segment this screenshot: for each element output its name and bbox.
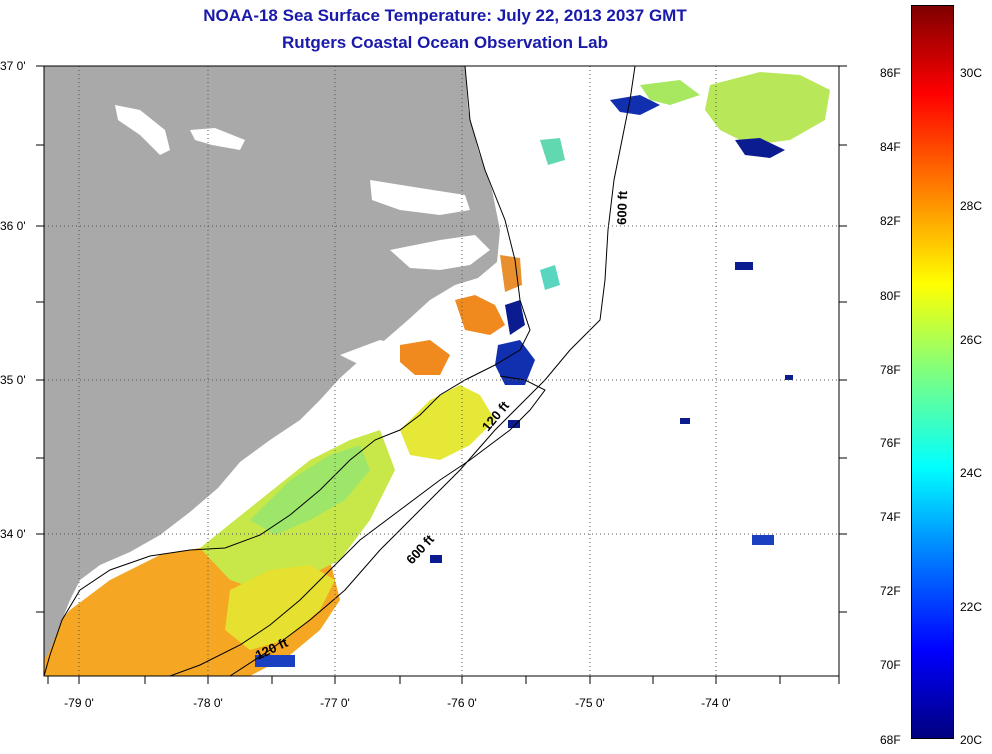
sst-patch-ne-green <box>640 80 700 105</box>
sst-data-layer <box>44 72 830 676</box>
colorbar-f-label: 86F <box>880 66 901 80</box>
colorbar-f-label: 78F <box>880 363 901 377</box>
lake-inland2 <box>190 128 245 150</box>
sst-patch-cyan <box>540 265 560 290</box>
sst-speck <box>680 418 690 424</box>
map-border <box>43 65 840 677</box>
colorbar-c-label: 24C <box>960 466 983 480</box>
lon-label: -77 0' <box>320 696 350 710</box>
lon-label: -78 0' <box>193 696 223 710</box>
sound-albemarle <box>370 180 470 215</box>
sst-speck <box>430 555 442 563</box>
lat-label: 35 0' <box>0 373 26 387</box>
colorbar-f-label: 80F <box>880 289 901 303</box>
colorbar-f-label: 76F <box>880 436 901 450</box>
land-mass <box>44 66 500 660</box>
sst-patch-cold1 <box>495 340 535 385</box>
sst-patch-ne <box>705 72 830 145</box>
lon-label: -79 0' <box>64 696 94 710</box>
contour-120ft <box>169 375 546 676</box>
colorbar-f-label: 72F <box>880 584 901 598</box>
sst-map: 600 ft 600 ft 120 ft 120 ft <box>36 65 847 684</box>
colorbar-f-label: 82F <box>880 214 901 228</box>
sst-patch-ne-cold <box>735 138 785 158</box>
sst-patch-green <box>250 445 370 535</box>
lat-label: 36 0' <box>0 219 26 233</box>
lat-label: 34 0' <box>0 527 26 541</box>
sst-patch-sound-orange <box>400 340 450 375</box>
coastline <box>44 66 531 676</box>
map-subtitle: Rutgers Coastal Ocean Observation Lab <box>282 33 608 52</box>
lon-label: -75 0' <box>575 696 605 710</box>
river-neuse <box>340 340 400 365</box>
sst-patch-mid-yellow <box>400 385 495 460</box>
colorbar <box>911 5 954 739</box>
colorbar-f-label: 70F <box>880 658 901 672</box>
colorbar-c-label: 26C <box>960 333 983 347</box>
contour-600ft <box>229 66 636 676</box>
lon-label: -76 0' <box>447 696 477 710</box>
colorbar-c-label: 20C <box>960 733 983 747</box>
lake-inland <box>115 105 170 155</box>
lon-label: -74 0' <box>701 696 731 710</box>
sound-pamlico <box>390 235 490 270</box>
sst-patch-sound-orange3 <box>500 255 522 292</box>
map-ticks <box>36 65 847 684</box>
sst-speck <box>508 420 520 428</box>
sst-speck <box>752 535 774 545</box>
contour-label-600-north: 600 ft <box>614 190 630 225</box>
colorbar-c-label: 22C <box>960 600 983 614</box>
sst-speck <box>735 262 753 270</box>
lat-label: 37 0' <box>0 59 26 73</box>
colorbar-f-label: 84F <box>880 140 901 154</box>
colorbar-f-label: 68F <box>880 733 901 747</box>
colorbar-c-label: 30C <box>960 66 983 80</box>
map-title: NOAA-18 Sea Surface Temperature: July 22… <box>203 6 687 25</box>
sst-speck <box>785 375 793 380</box>
sst-patch-ne-cold2 <box>610 95 660 115</box>
sst-patch-cyan2 <box>540 138 565 165</box>
colorbar-f-label: 74F <box>880 510 901 524</box>
lat-lon-grid <box>44 66 839 676</box>
sst-patch-yellow <box>225 565 335 650</box>
colorbar-c-label: 28C <box>960 199 983 213</box>
sst-patch-cold2 <box>505 300 525 335</box>
sst-patch-sound-orange2 <box>455 295 505 335</box>
sst-speck <box>255 655 295 667</box>
